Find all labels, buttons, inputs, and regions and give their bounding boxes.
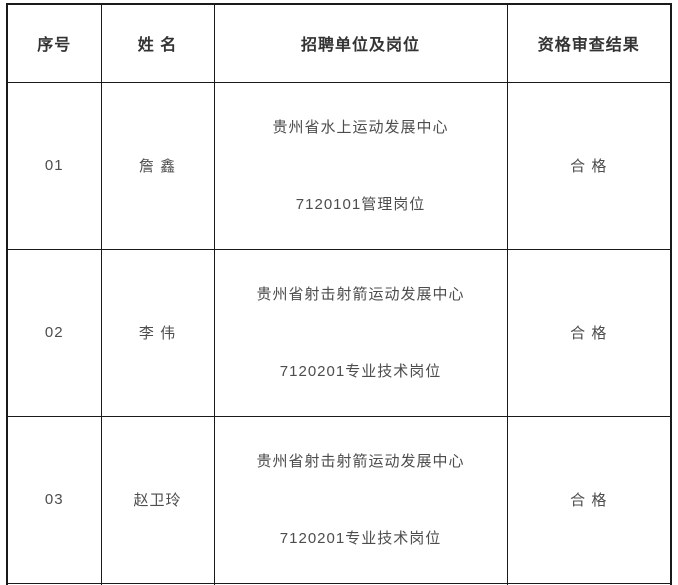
serial-number-cell: 01 (6, 81, 102, 250)
table-row: 01 詹 鑫 贵州省水上运动发展中心 7120101管理岗位 合 格 (6, 81, 672, 250)
unit-position-cell: 贵州省水上运动发展中心 7120101管理岗位 (213, 81, 508, 250)
table-row: 02 李 伟 贵州省射击射箭运动发展中心 7120201专业技术岗位 合 格 (6, 248, 672, 417)
table-row: 04 赵晓雯婷 贵州省射击射箭运动发展中心 7120201专业技术岗位 合 格 (6, 582, 672, 585)
unit-name-line: 贵州省射击射箭运动发展中心 (256, 452, 465, 470)
serial-number-cell: 02 (6, 248, 102, 417)
position-code-line: 7120201专业技术岗位 (279, 529, 442, 547)
review-result-cell: 合 格 (506, 248, 672, 417)
unit-position-cell: 贵州省射击射箭运动发展中心 7120201专业技术岗位 (213, 248, 508, 417)
review-result-cell: 合 格 (506, 415, 672, 584)
review-result-cell: 合 格 (506, 582, 672, 585)
review-result-cell: 合 格 (506, 81, 672, 250)
header-review-result: 资格审查结果 (506, 3, 672, 83)
candidate-name-cell: 詹 鑫 (100, 81, 215, 250)
unit-name-line: 贵州省水上运动发展中心 (272, 118, 449, 136)
candidate-name-cell: 赵卫玲 (100, 415, 215, 584)
unit-position-cell: 贵州省射击射箭运动发展中心 7120201专业技术岗位 (213, 415, 508, 584)
table-header: 序号 姓 名 招聘单位及岗位 资格审查结果 (6, 3, 672, 83)
table-row: 03 赵卫玲 贵州省射击射箭运动发展中心 7120201专业技术岗位 合 格 (6, 415, 672, 584)
unit-name-line: 贵州省射击射箭运动发展中心 (256, 285, 465, 303)
candidate-name-cell: 李 伟 (100, 248, 215, 417)
header-row: 序号 姓 名 招聘单位及岗位 资格审查结果 (6, 3, 672, 83)
header-serial-number: 序号 (6, 3, 102, 83)
position-code-line: 7120101管理岗位 (295, 195, 426, 213)
table-body: 01 詹 鑫 贵州省水上运动发展中心 7120101管理岗位 合 格 02 李 … (6, 81, 672, 585)
header-unit-and-position: 招聘单位及岗位 (213, 3, 508, 83)
serial-number-cell: 03 (6, 415, 102, 584)
position-code-line: 7120201专业技术岗位 (279, 362, 442, 380)
header-candidate-name: 姓 名 (100, 3, 215, 83)
qualification-review-table: 序号 姓 名 招聘单位及岗位 资格审查结果 01 詹 鑫 贵州省水上运动发展中心… (6, 3, 672, 585)
